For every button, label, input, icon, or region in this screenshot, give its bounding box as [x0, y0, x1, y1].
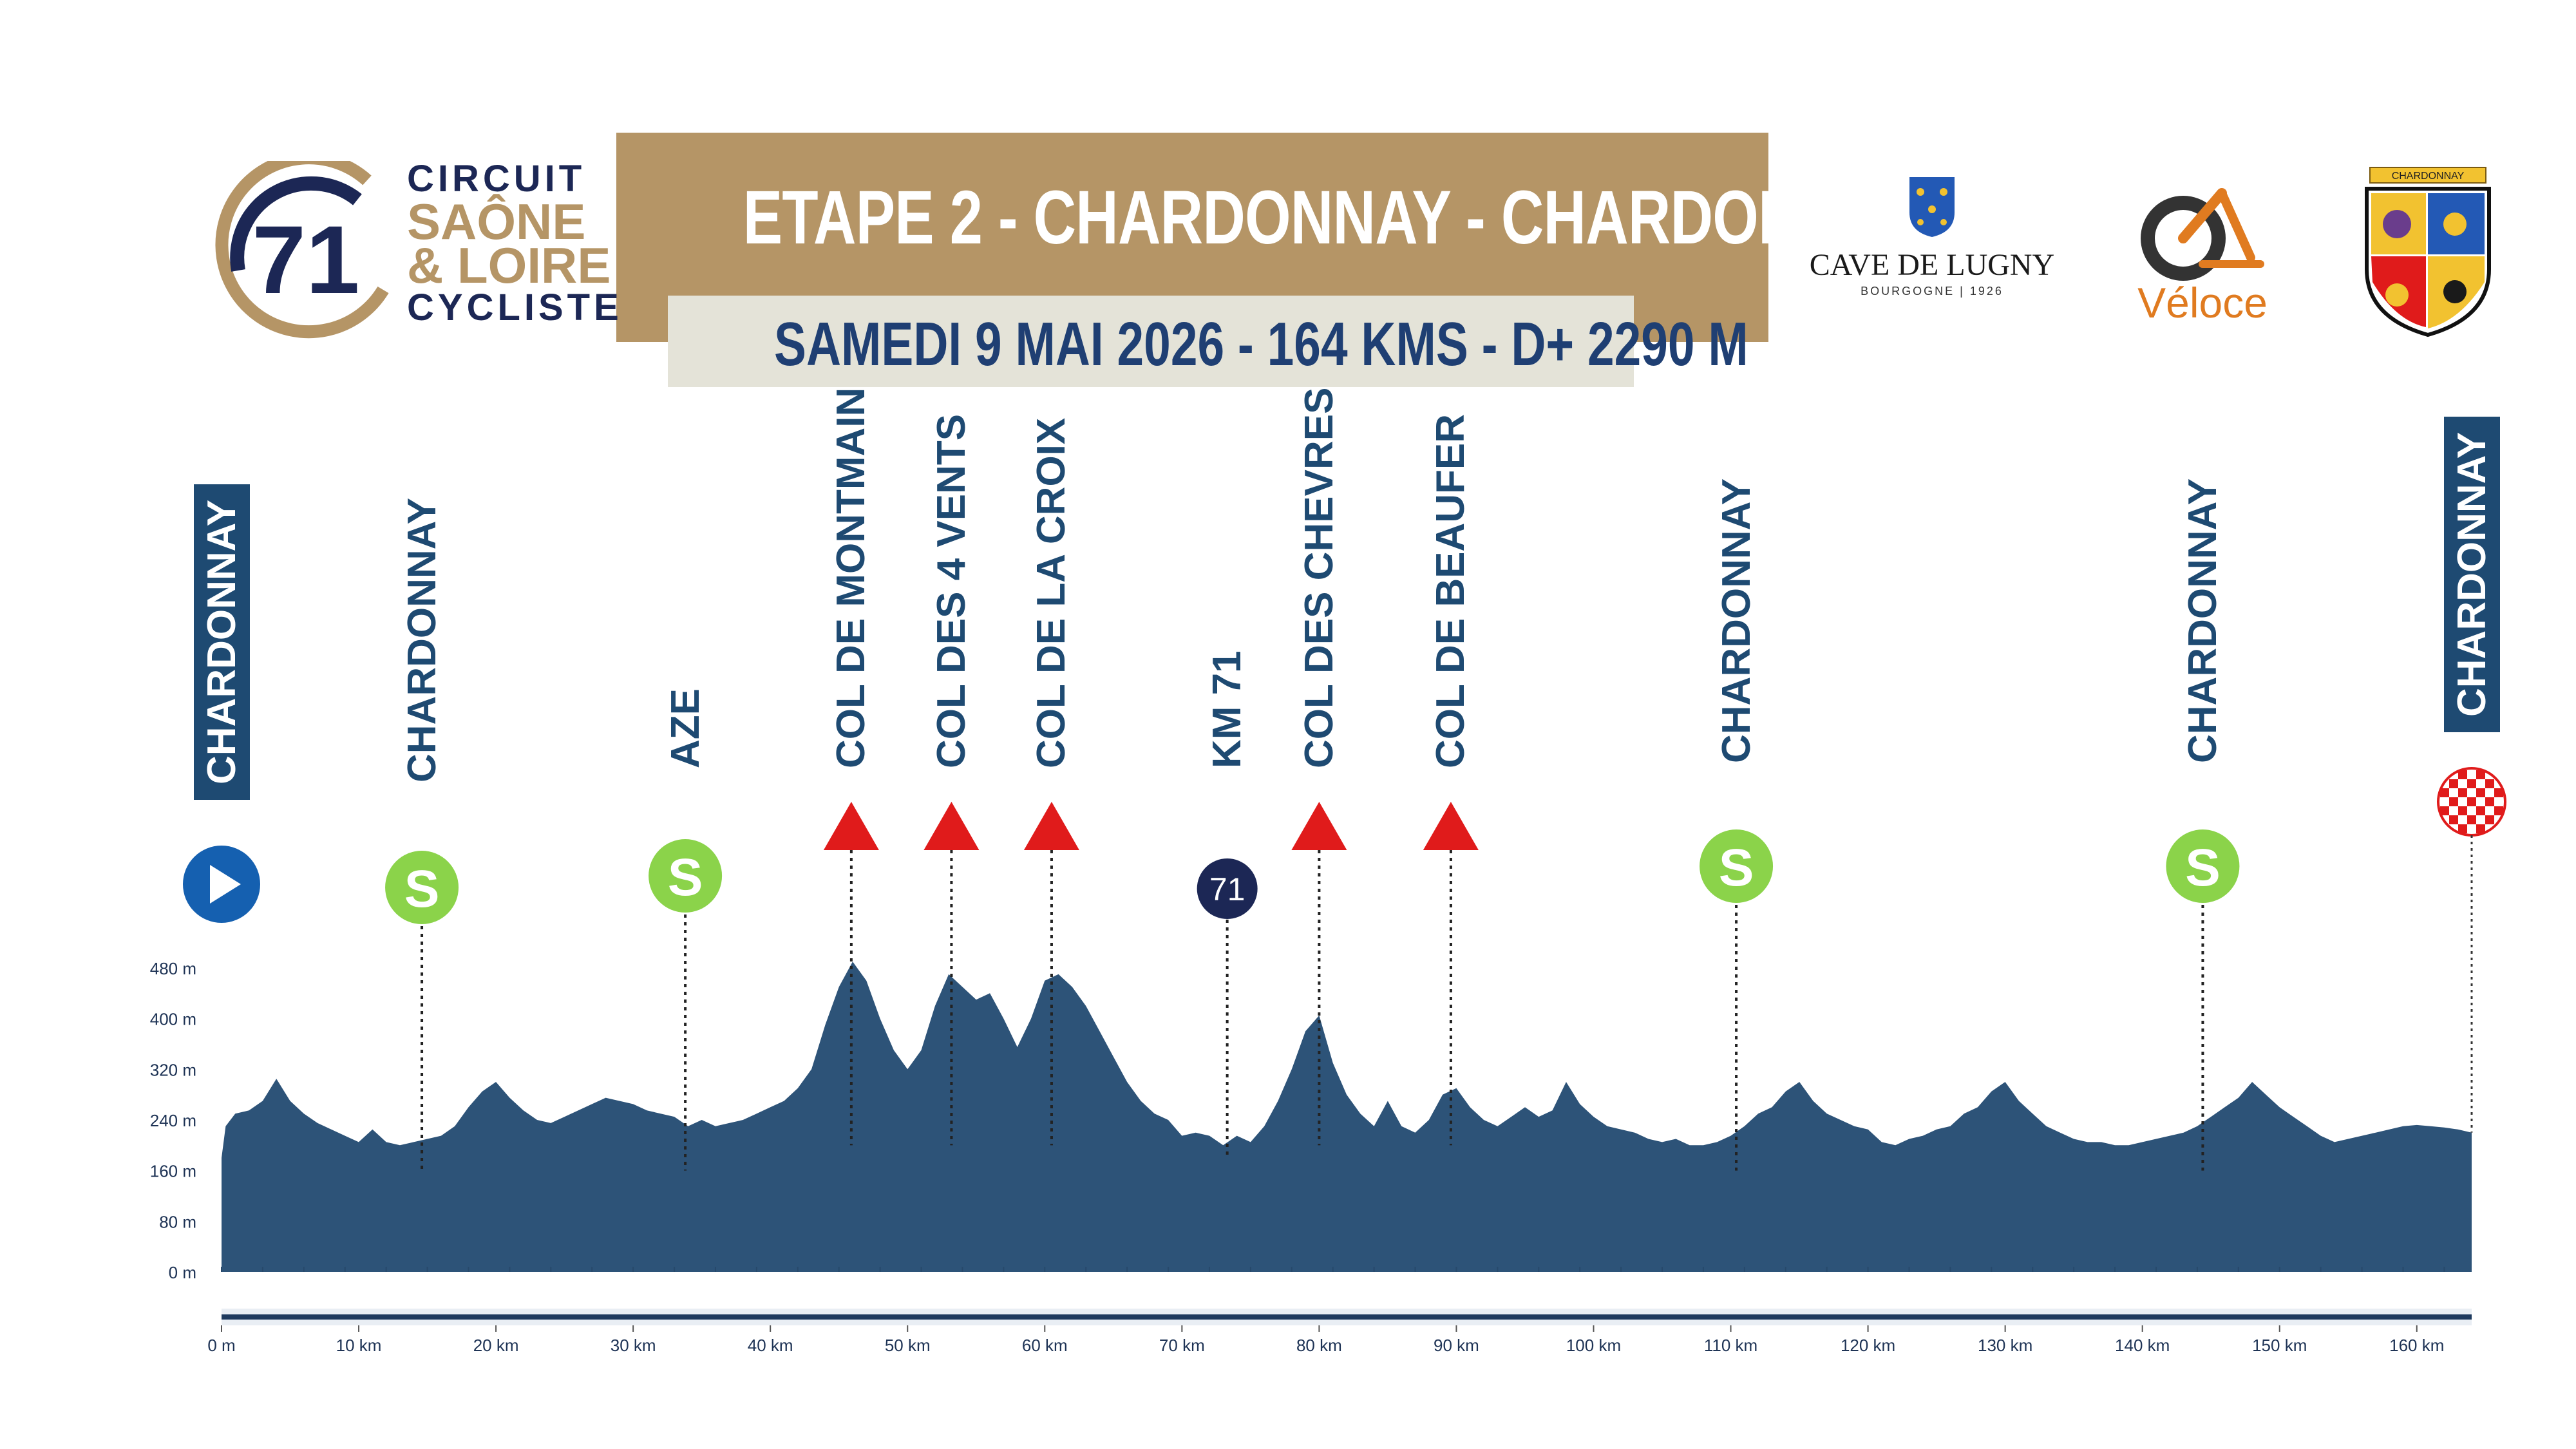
climb-marker-icon — [923, 802, 980, 850]
lugny-shield-icon — [1909, 177, 1955, 237]
subtitle-box — [668, 296, 1634, 387]
x-tick-label: 160 km — [2389, 1336, 2444, 1355]
point-label: CHARDONNAY — [399, 497, 444, 782]
x-tick-label: 100 km — [1566, 1336, 1621, 1355]
sprint-marker-icon — [1700, 829, 1774, 903]
y-tick-label: 240 m — [150, 1111, 196, 1130]
lugny-logo-sub: BOURGOGNE | 1926 — [1861, 285, 2003, 298]
x-tick-label: 140 km — [2115, 1336, 2170, 1355]
organizer-line4: CYCLISTE — [407, 287, 623, 328]
point-label: KM 71 — [1205, 650, 1250, 768]
crest-name: CHARDONNAY — [2392, 171, 2465, 182]
point-label: AZE — [663, 688, 708, 768]
organizer-line3: & LOIRE — [407, 237, 611, 294]
x-tick-label: 80 km — [1296, 1336, 1342, 1355]
sprint-marker-symbol: S — [1719, 838, 1754, 897]
climb-marker-icon — [823, 802, 879, 850]
y-tick-label: 80 m — [159, 1212, 196, 1231]
sprint-marker-symbol: S — [404, 860, 440, 918]
sprint-marker-symbol: S — [668, 848, 703, 907]
x-tick-label: 150 km — [2252, 1336, 2307, 1355]
x-tick-label: 130 km — [1978, 1336, 2032, 1355]
y-tick-label: 400 m — [150, 1010, 196, 1029]
x-tick-label: 0 m — [207, 1336, 235, 1355]
climb-marker-icon — [1291, 802, 1347, 850]
y-tick-label: 320 m — [150, 1060, 196, 1079]
point-label: COL DE LA CROIX — [1029, 417, 1074, 768]
x-tick-label: 10 km — [336, 1336, 382, 1355]
y-tick-label: 480 m — [150, 959, 196, 978]
x-tick-label: 70 km — [1159, 1336, 1205, 1355]
play-icon — [210, 865, 241, 904]
point-label: COL DES CHEVRES — [1296, 387, 1341, 768]
y-tick-label: 0 m — [169, 1263, 196, 1282]
x-tick-label: 50 km — [885, 1336, 931, 1355]
climb-marker-icon — [1023, 802, 1079, 850]
town-label-box — [2443, 417, 2500, 732]
point-label: CHARDONNAY — [2180, 478, 2225, 763]
point-label: CHARDONNAY — [2449, 431, 2494, 717]
chardonnay-crest-icon: CHARDONNAY — [2365, 167, 2491, 337]
organizer-line1: CIRCUIT — [407, 158, 586, 200]
organizer-logo-icon: 71 — [215, 161, 389, 339]
km-marker-icon — [1197, 858, 1258, 919]
sprint-marker-symbol: S — [2185, 838, 2221, 897]
x-tick-label: 60 km — [1022, 1336, 1068, 1355]
organizer-logo-text: CIRCUIT SAÔNE & LOIRE CYCLISTE — [407, 158, 623, 328]
lugny-logo-name: CAVE DE LUGNY — [1809, 248, 2055, 282]
point-label: COL DES 4 VENTS — [929, 413, 974, 768]
sprint-marker-icon — [385, 851, 459, 924]
climb-marker-icon — [1423, 802, 1479, 850]
x-tick-label: 120 km — [1841, 1336, 1895, 1355]
x-tick-label: 90 km — [1434, 1336, 1479, 1355]
x-tick-label: 40 km — [748, 1336, 793, 1355]
km-marker-symbol: 71 — [1209, 871, 1245, 907]
x-tick-label: 110 km — [1704, 1336, 1757, 1355]
y-tick-label: 160 m — [150, 1162, 196, 1181]
finish-flag-icon — [2437, 767, 2506, 837]
x-tick-label: 30 km — [611, 1336, 656, 1355]
organizer-logo-number: 71 — [252, 205, 360, 314]
town-label-box — [193, 484, 250, 800]
veloce-logo-name: Véloce — [2137, 279, 2268, 327]
sprint-marker-icon — [2166, 829, 2240, 903]
elevation-profile-area — [222, 961, 2472, 1272]
point-label: CHARDONNAY — [199, 499, 244, 784]
sprint-marker-icon — [649, 839, 723, 913]
x-tick-label: 20 km — [473, 1336, 519, 1355]
point-label: COL DE BEAUFER — [1428, 413, 1473, 768]
organizer-line2: SAÔNE — [407, 193, 586, 250]
point-label: CHARDONNAY — [1714, 478, 1759, 763]
point-label: COL DE MONTMAIN — [829, 387, 874, 768]
veloce-logo-icon — [2141, 188, 2264, 281]
